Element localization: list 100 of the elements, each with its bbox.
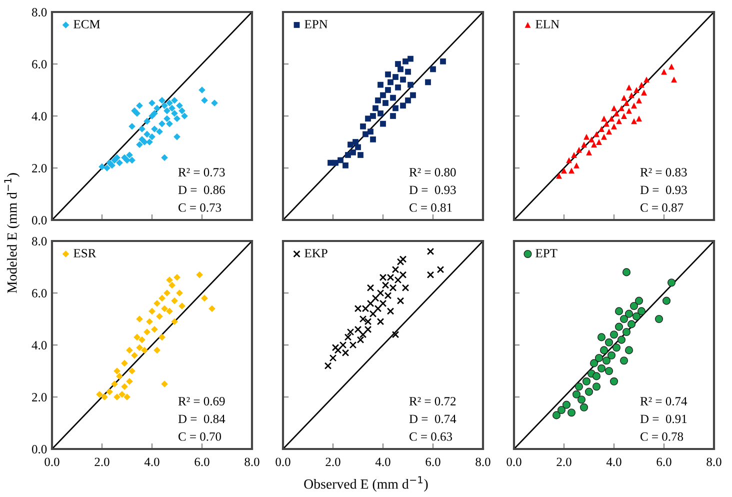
x-tick-label: 6.0 <box>426 458 440 466</box>
point <box>156 313 163 320</box>
point <box>176 290 183 296</box>
point <box>131 352 138 359</box>
annotation: R² = 0.80 <box>409 168 456 176</box>
point <box>376 318 384 326</box>
point <box>136 102 143 109</box>
point <box>636 97 642 104</box>
point <box>375 97 381 104</box>
point <box>631 102 637 109</box>
x-tick-label: 0.0 <box>276 458 290 466</box>
point <box>592 372 601 380</box>
y-tick-label: 6.0 <box>32 60 47 69</box>
legend-label: EPN <box>304 20 328 28</box>
point <box>607 351 616 360</box>
point <box>618 105 624 112</box>
x-tick-label: 6.0 <box>194 458 210 466</box>
point <box>161 102 168 109</box>
x-tick-label: 2.0 <box>556 458 572 466</box>
annotation: D = 0.86 <box>178 186 225 194</box>
point <box>148 133 156 140</box>
point <box>408 56 414 62</box>
point <box>620 356 628 365</box>
point <box>174 274 180 281</box>
point <box>636 116 642 122</box>
point <box>198 86 206 94</box>
point <box>634 296 644 305</box>
point <box>154 104 160 112</box>
point <box>111 380 118 388</box>
point <box>348 142 354 148</box>
point <box>402 58 408 64</box>
y-tick-label: 0.0 <box>32 445 47 454</box>
point <box>355 144 361 150</box>
point <box>101 394 108 400</box>
point <box>106 388 113 396</box>
y-tick-label: 8.0 <box>32 8 47 17</box>
point <box>178 107 186 114</box>
point <box>396 297 404 304</box>
x-tick-label: 2.0 <box>94 458 110 466</box>
point <box>388 79 394 86</box>
point <box>392 74 398 80</box>
point <box>571 152 577 158</box>
point <box>116 159 123 166</box>
point <box>171 97 178 104</box>
point <box>136 316 143 322</box>
point <box>98 163 106 170</box>
point <box>168 104 176 112</box>
point <box>161 380 168 388</box>
x-tick-label: 4.0 <box>375 458 390 466</box>
x-tick-label: 8.0 <box>476 458 490 466</box>
x-tick-label: 0.0 <box>44 458 60 466</box>
point <box>154 346 160 354</box>
point <box>581 142 587 148</box>
point <box>338 157 344 164</box>
point <box>96 391 103 398</box>
point <box>596 139 602 145</box>
annotation: D = 0.93 <box>409 186 456 194</box>
point <box>667 278 676 287</box>
x-tick-label: 4.0 <box>144 458 160 466</box>
point <box>624 346 634 354</box>
point <box>356 336 364 344</box>
point <box>148 308 156 315</box>
point <box>426 271 434 278</box>
point <box>148 100 156 106</box>
point <box>592 382 601 391</box>
legend-label: EKP <box>304 249 328 258</box>
point <box>668 64 674 70</box>
point <box>345 152 351 158</box>
point <box>166 100 173 106</box>
point <box>610 330 618 339</box>
point <box>557 406 566 414</box>
point <box>124 394 130 400</box>
point <box>144 328 150 336</box>
point <box>390 113 396 119</box>
point <box>440 58 446 64</box>
point <box>402 284 410 292</box>
point <box>630 302 638 310</box>
point <box>166 276 173 284</box>
point <box>597 364 606 372</box>
point <box>161 305 168 312</box>
point <box>590 359 598 368</box>
point <box>158 294 166 302</box>
point <box>380 92 386 98</box>
point <box>181 112 188 120</box>
point <box>380 120 386 127</box>
point <box>131 107 138 114</box>
x-tick-label: 8.0 <box>706 458 722 466</box>
legend-label: ECM <box>74 20 100 28</box>
point <box>166 120 173 128</box>
y-tick-label: 8.0 <box>32 237 47 246</box>
point <box>365 116 371 122</box>
point <box>369 310 377 318</box>
point <box>370 113 376 119</box>
y-tick-label: 4.0 <box>32 112 47 121</box>
point <box>631 118 637 124</box>
annotation: C = 0.81 <box>410 203 452 212</box>
point <box>628 92 634 98</box>
point <box>637 307 646 316</box>
x-axis-title: Observed E (mm d$^{−1}$) <box>304 476 428 492</box>
point <box>168 282 176 289</box>
